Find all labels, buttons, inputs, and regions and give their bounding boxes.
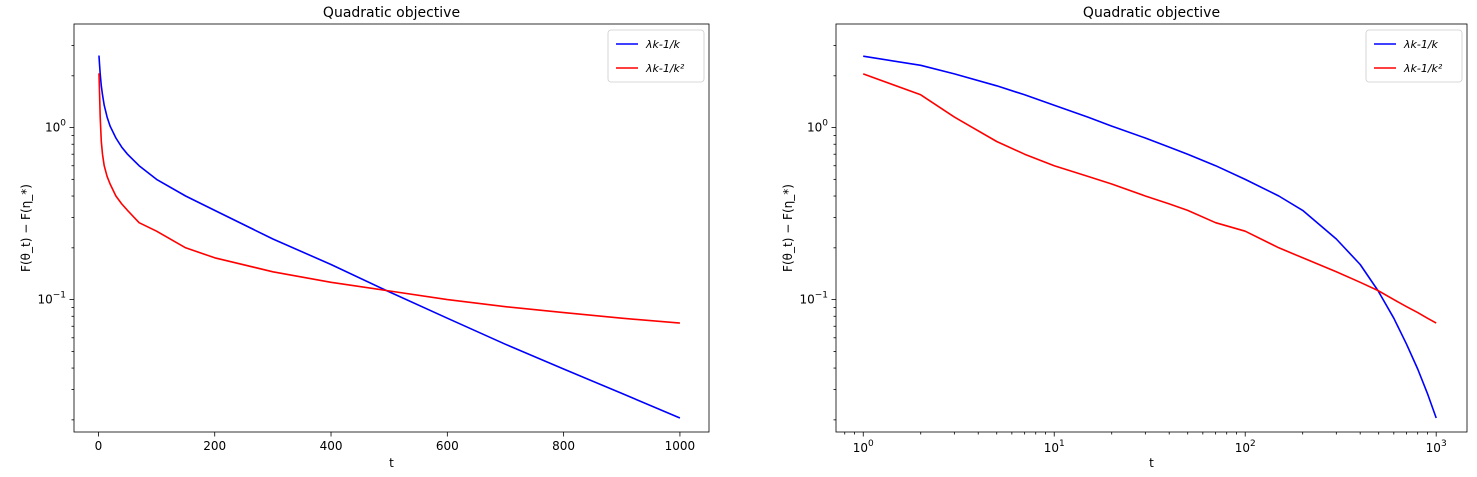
series-line-1 <box>863 55 1437 419</box>
legend-label-1: λk-1/k <box>645 38 681 51</box>
chart-panel-2: Quadratic objective 10−1 100 100 101 102 103 t F… <box>781 5 1468 470</box>
x-tick-label: 0 <box>95 439 103 453</box>
y-tick-label: 100 <box>45 119 66 135</box>
x-tick-label: 101 <box>1044 439 1065 455</box>
y-axis-label: F(θ_t) − F(η_*) <box>781 184 795 272</box>
legend: λk-1/k λk-1/k² <box>607 29 705 83</box>
legend-label-1: λk-1/k <box>1403 38 1439 51</box>
x-tick-label: 102 <box>1235 439 1256 455</box>
x-axis-label: t <box>1149 456 1154 470</box>
x-tick-label: 200 <box>203 439 226 453</box>
series-line-1 <box>98 55 681 419</box>
x-tick-label: 100 <box>853 439 874 455</box>
x-tick-label: 400 <box>320 439 343 453</box>
x-tick-label: 800 <box>552 439 575 453</box>
series-line-2 <box>862 73 1437 324</box>
legend-box <box>1365 29 1463 83</box>
y-tick-label: 10−1 <box>799 291 828 307</box>
plot-frame <box>73 23 710 433</box>
x-tick-label: 1000 <box>665 439 696 453</box>
chart-title: Quadratic objective <box>1083 5 1220 21</box>
x-axis-label: t <box>389 456 394 470</box>
legend-box <box>607 29 705 83</box>
series-line-2 <box>98 73 680 324</box>
x-tick-label: 600 <box>436 439 459 453</box>
y-tick-label: 100 <box>807 119 828 135</box>
y-tick-label: 10−1 <box>37 291 66 307</box>
x-tick-label: 103 <box>1426 439 1447 455</box>
legend-label-2: λk-1/k² <box>1403 62 1443 75</box>
legend-label-2: λk-1/k² <box>645 62 685 75</box>
legend: λk-1/k λk-1/k² <box>1365 29 1463 83</box>
y-axis-label: F(θ_t) − F(η_*) <box>19 184 33 272</box>
plot-frame <box>835 23 1468 433</box>
chart-title: Quadratic objective <box>323 5 460 21</box>
